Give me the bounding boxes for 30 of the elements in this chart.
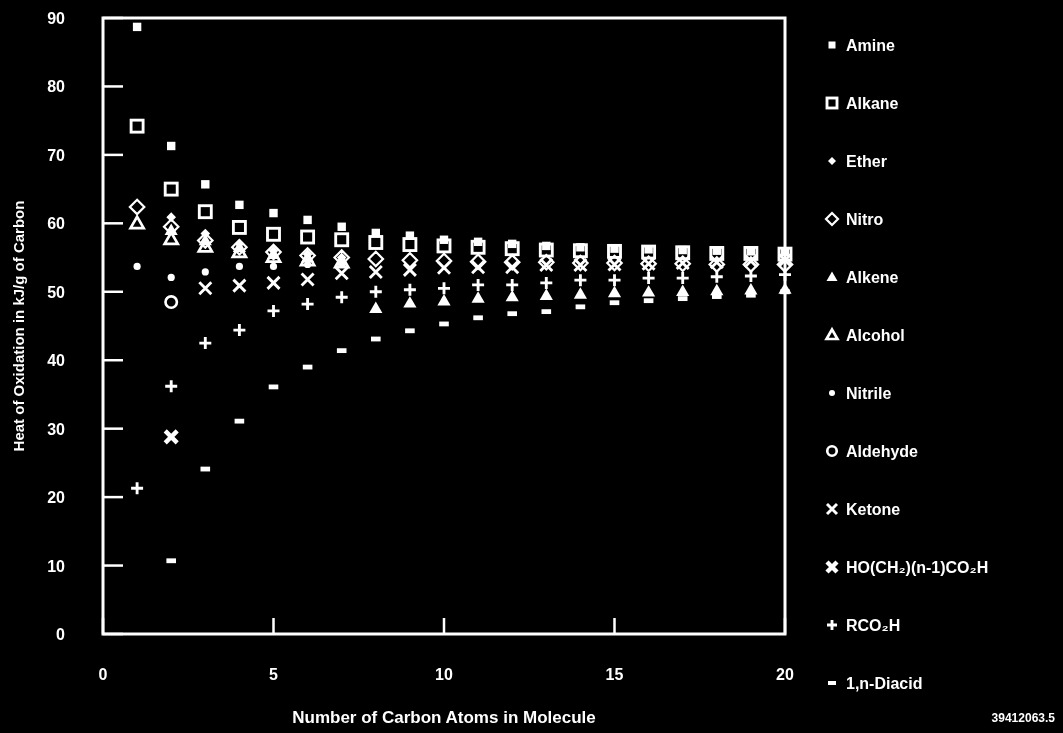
legend-label: Alkene — [846, 269, 899, 286]
legend-label: Nitro — [846, 211, 884, 228]
y-axis-title: Heat of Oxidation in kJ/g of Carbon — [10, 200, 27, 452]
y-tick-label: 0 — [56, 626, 66, 643]
x-tick-label: 15 — [605, 666, 624, 683]
y-tick-label: 80 — [47, 78, 66, 96]
legend-label: Alcohol — [846, 327, 905, 344]
legend-label: Aldehyde — [846, 443, 919, 460]
legend-label: Alkane — [846, 95, 899, 112]
x-tick-label: 20 — [776, 666, 794, 683]
y-tick-label: 50 — [47, 283, 66, 301]
legend-label: HO(CH₂)(n-1)CO₂H — [846, 559, 989, 576]
y-tick-label: 90 — [47, 10, 66, 27]
y-tick-label: 30 — [47, 420, 66, 438]
legend-label: RCO₂H — [846, 617, 901, 634]
y-tick-label: 40 — [47, 352, 66, 370]
x-tick-label: 10 — [435, 666, 453, 683]
y-tick-label: 60 — [47, 215, 66, 233]
legend-label: Nitrile — [846, 385, 892, 402]
x-tick-label: 5 — [269, 666, 279, 683]
y-tick-label: 20 — [47, 489, 66, 507]
y-tick-label: 70 — [47, 146, 66, 164]
text: 39412063.5 — [991, 711, 1056, 725]
legend-label: 1,n-Diacid — [846, 675, 923, 692]
legend-label: Ether — [846, 153, 887, 170]
legend-label: Ketone — [846, 501, 901, 518]
x-axis-title: Number of Carbon Atoms in Molecule — [292, 708, 596, 727]
legend-label: Amine — [846, 37, 895, 54]
y-tick-label: 10 — [47, 557, 66, 575]
x-tick-label: 0 — [98, 666, 108, 683]
